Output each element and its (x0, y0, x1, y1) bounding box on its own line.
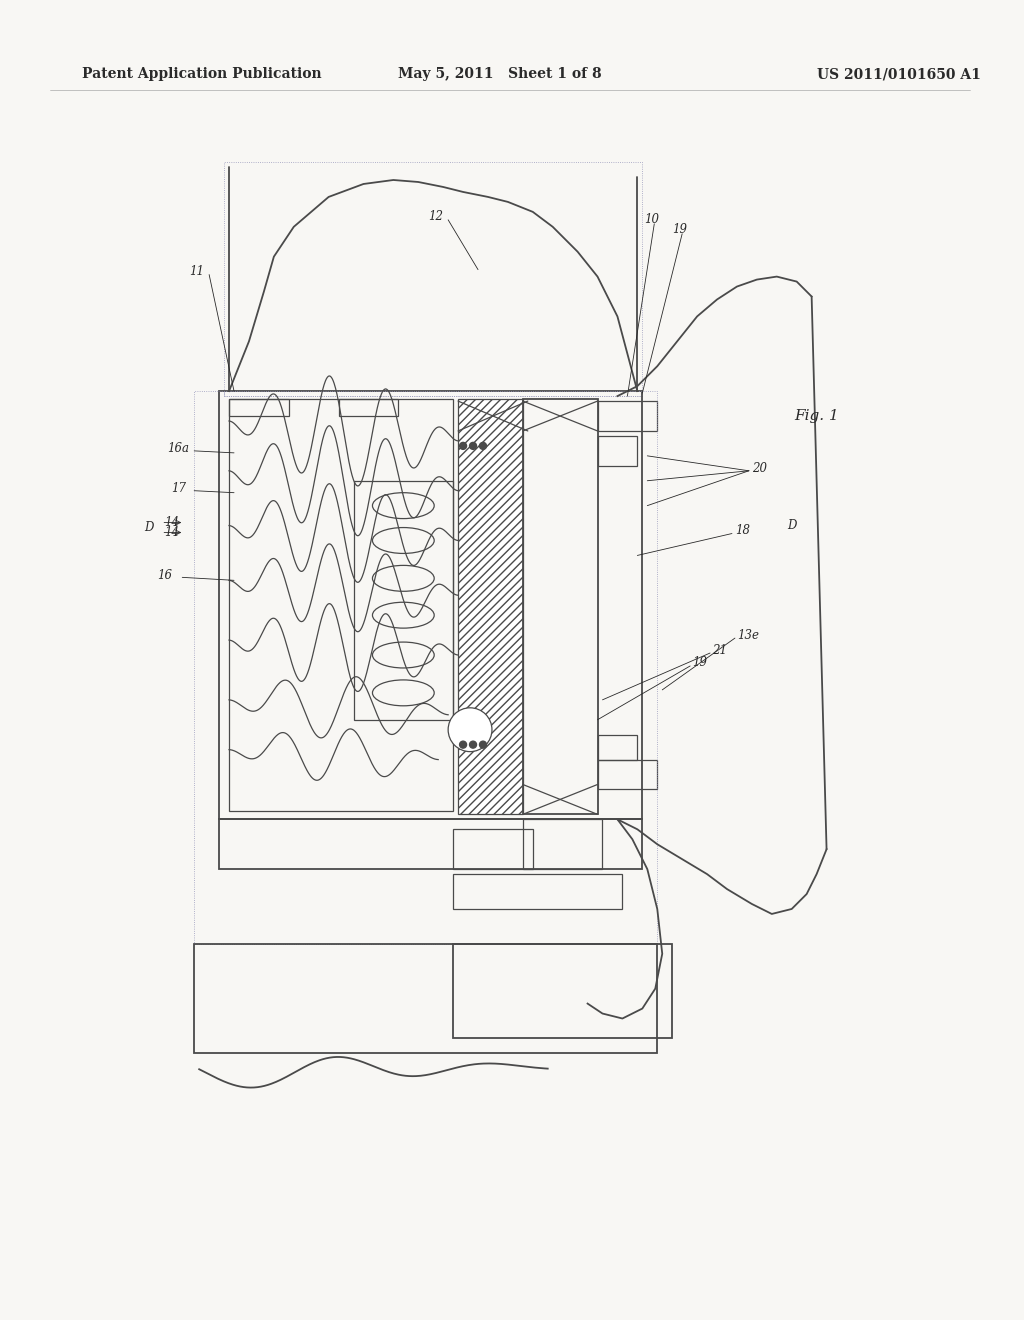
Text: D: D (786, 519, 796, 532)
Bar (523, 399, 598, 814)
Text: 17: 17 (171, 482, 186, 495)
Circle shape (460, 442, 467, 449)
Text: 11: 11 (189, 265, 204, 279)
Text: 13e: 13e (737, 628, 759, 642)
Text: US 2011/0101650 A1: US 2011/0101650 A1 (816, 67, 981, 82)
Circle shape (460, 741, 467, 748)
Text: Patent Application Publication: Patent Application Publication (82, 67, 322, 82)
Text: D: D (144, 521, 154, 535)
Bar (598, 436, 637, 466)
Text: 21: 21 (712, 644, 727, 656)
Text: 14: 14 (164, 516, 179, 529)
Text: 19: 19 (692, 656, 708, 669)
Bar (219, 820, 642, 869)
Circle shape (449, 708, 492, 751)
Text: 12: 12 (428, 210, 443, 223)
Text: Fig. 1: Fig. 1 (795, 409, 839, 422)
Bar (598, 735, 637, 759)
Bar (339, 399, 398, 416)
Bar (195, 944, 657, 1053)
Bar (598, 759, 657, 789)
Circle shape (479, 442, 486, 449)
Bar (598, 401, 657, 430)
Bar (229, 399, 289, 416)
Bar (453, 874, 623, 909)
Circle shape (479, 741, 486, 748)
Text: 20: 20 (752, 462, 767, 475)
Bar (224, 391, 642, 396)
Bar (523, 820, 602, 869)
Circle shape (470, 741, 476, 748)
Text: 18: 18 (735, 524, 750, 537)
Bar (453, 944, 672, 1039)
Text: 16: 16 (158, 569, 172, 582)
Text: May 5, 2011   Sheet 1 of 8: May 5, 2011 Sheet 1 of 8 (398, 67, 602, 82)
Bar (229, 399, 453, 812)
Bar (458, 399, 523, 814)
Bar (458, 722, 482, 738)
Bar (453, 829, 532, 869)
Text: 19: 19 (672, 223, 687, 236)
Circle shape (470, 442, 476, 449)
Text: 16a: 16a (167, 442, 189, 455)
Bar (224, 162, 642, 396)
Text: 14: 14 (164, 527, 179, 539)
Bar (353, 480, 453, 719)
Bar (195, 391, 657, 944)
Bar (219, 391, 642, 820)
Text: 10: 10 (644, 214, 659, 226)
